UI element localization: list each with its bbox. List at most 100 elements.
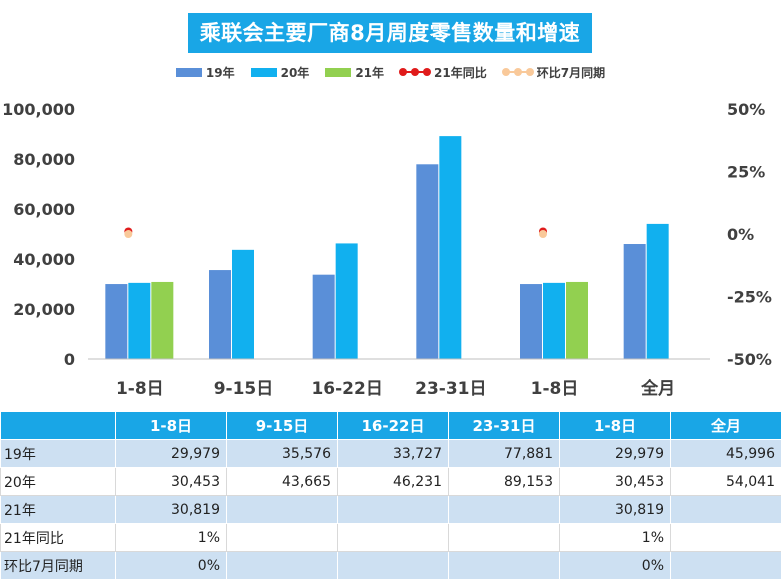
x-tick-label: 1-8日 bbox=[116, 379, 164, 399]
table-cell: 30,453 bbox=[559, 467, 671, 496]
table-row-label: 环比7月同期 bbox=[0, 551, 116, 580]
legend-label-20: 20年 bbox=[280, 65, 310, 80]
legend-label-mom: 环比7月同期 bbox=[536, 65, 606, 80]
x-tick-label: 9-15日 bbox=[214, 379, 274, 399]
bar-20年-3 bbox=[439, 136, 462, 359]
table-cell: 0% bbox=[115, 551, 227, 580]
table-cell bbox=[670, 523, 781, 552]
table-cell: 30,453 bbox=[115, 467, 227, 496]
bar-20年-5 bbox=[646, 223, 669, 359]
table-row: 21年同比 1% 1% bbox=[0, 523, 781, 552]
y-left-tick-label: 80,000 bbox=[13, 150, 75, 169]
legend-swatch-21 bbox=[325, 67, 352, 77]
table-cell: 33,727 bbox=[337, 439, 449, 468]
table-cell bbox=[226, 523, 338, 552]
table-header-cell: 全月 bbox=[670, 411, 781, 440]
table-row: 20年 30,453 43,665 46,231 89,153 30,453 5… bbox=[0, 467, 781, 496]
line-markers-layer bbox=[124, 227, 547, 238]
table-header-cell: 1-8日 bbox=[559, 411, 671, 440]
y-left-tick-label: 20,000 bbox=[13, 300, 75, 319]
legend-label-19: 19年 bbox=[205, 65, 235, 80]
table-cell: 29,979 bbox=[115, 439, 227, 468]
table-cell: 89,153 bbox=[448, 467, 560, 496]
legend-swatch-20 bbox=[250, 67, 277, 77]
y-right-tick-label: -25% bbox=[727, 288, 772, 307]
y-left-tick-label: 60,000 bbox=[13, 200, 75, 219]
chart-title: 乘联会主要厂商8月周度零售数量和增速 bbox=[188, 13, 592, 53]
table-cell: 0% bbox=[559, 551, 671, 580]
table-cell: 1% bbox=[115, 523, 227, 552]
table-header-row: 1-8日 9-15日 16-22日 23-31日 1-8日 全月 bbox=[0, 411, 781, 440]
table-row: 19年 29,979 35,576 33,727 77,881 29,979 4… bbox=[0, 439, 781, 468]
y-left-tick-label: 0 bbox=[64, 350, 75, 369]
point-环比7月同期-4 bbox=[539, 230, 547, 238]
bar-19年-1 bbox=[209, 270, 231, 359]
bar-19年-2 bbox=[312, 274, 335, 359]
chart-plot: 0 20,000 40,000 60,000 80,000 100,000 -50% -25… bbox=[2, 100, 772, 399]
table-row-label: 20年 bbox=[0, 467, 116, 496]
y-right-tick-label: 25% bbox=[727, 163, 765, 182]
table-header-cell: 9-15日 bbox=[226, 411, 338, 440]
y-left-tick-label: 100,000 bbox=[2, 100, 75, 119]
table-cell: 77,881 bbox=[448, 439, 560, 468]
table-cell bbox=[337, 551, 449, 580]
table-cell: 1% bbox=[559, 523, 671, 552]
table-row-label: 21年 bbox=[0, 495, 116, 524]
legend-label-21: 21年 bbox=[355, 65, 385, 80]
x-tick-label: 全月 bbox=[640, 378, 675, 399]
table-cell: 46,231 bbox=[337, 467, 449, 496]
table-cell bbox=[670, 551, 781, 580]
y-axis-left: 0 20,000 40,000 60,000 80,000 100,000 bbox=[2, 100, 75, 369]
table-cell bbox=[226, 495, 338, 524]
data-table: 1-8日 9-15日 16-22日 23-31日 1-8日 全月 19年 29,… bbox=[0, 411, 781, 580]
table-cell bbox=[337, 523, 449, 552]
table-header-cell: 1-8日 bbox=[115, 411, 227, 440]
table-row: 21年 30,819 30,819 bbox=[0, 495, 781, 524]
table-row: 环比7月同期 0% 0% bbox=[0, 551, 781, 580]
bar-20年-4 bbox=[543, 282, 565, 359]
bar-19年-4 bbox=[520, 284, 542, 359]
legend-line-yoy bbox=[399, 67, 432, 77]
table-cell bbox=[448, 495, 560, 524]
table-header-corner bbox=[0, 411, 116, 440]
table-cell: 29,979 bbox=[559, 439, 671, 468]
y-right-tick-label: 50% bbox=[727, 100, 765, 119]
bar-20年-2 bbox=[335, 243, 358, 359]
legend-item-21: 21年 bbox=[325, 64, 384, 81]
table-cell: 30,819 bbox=[559, 495, 671, 524]
legend-label-yoy: 21年同比 bbox=[434, 65, 487, 80]
bar-19年-0 bbox=[105, 284, 128, 359]
table-cell: 30,819 bbox=[115, 495, 227, 524]
table-cell: 45,996 bbox=[670, 439, 781, 468]
x-tick-label: 1-8日 bbox=[531, 379, 579, 399]
y-right-tick-label: 0% bbox=[727, 225, 754, 244]
table-cell bbox=[337, 495, 449, 524]
y-axis-right: -50% -25% 0% 25% 50% bbox=[727, 100, 772, 369]
bar-21年-4 bbox=[566, 281, 588, 359]
x-tick-label: 23-31日 bbox=[415, 379, 486, 399]
legend-swatch-19 bbox=[175, 67, 202, 77]
table-cell bbox=[448, 523, 560, 552]
table-cell: 43,665 bbox=[226, 467, 338, 496]
bar-19年-5 bbox=[623, 244, 646, 359]
table-cell bbox=[448, 551, 560, 580]
bar-20年-1 bbox=[232, 249, 254, 359]
table-cell bbox=[226, 551, 338, 580]
table-cell: 35,576 bbox=[226, 439, 338, 468]
table-cell bbox=[670, 495, 781, 524]
legend-item-19: 19年 bbox=[175, 64, 235, 81]
table-header-cell: 16-22日 bbox=[337, 411, 449, 440]
bar-20年-0 bbox=[128, 282, 151, 359]
bars-layer bbox=[105, 136, 669, 359]
bar-19年-3 bbox=[416, 164, 439, 359]
table-cell: 54,041 bbox=[670, 467, 781, 496]
x-axis: 1-8日 9-15日 16-22日 23-31日 1-8日 全月 bbox=[116, 378, 675, 399]
table-header-cell: 23-31日 bbox=[448, 411, 560, 440]
legend-item-mom: 环比7月同期 bbox=[501, 64, 606, 81]
table-row-label: 21年同比 bbox=[0, 523, 116, 552]
bar-21年-0 bbox=[151, 281, 174, 359]
legend-line-mom bbox=[501, 67, 534, 77]
y-left-tick-label: 40,000 bbox=[13, 250, 75, 269]
table-row-label: 19年 bbox=[0, 439, 116, 468]
legend-item-yoy: 21年同比 bbox=[399, 64, 487, 81]
